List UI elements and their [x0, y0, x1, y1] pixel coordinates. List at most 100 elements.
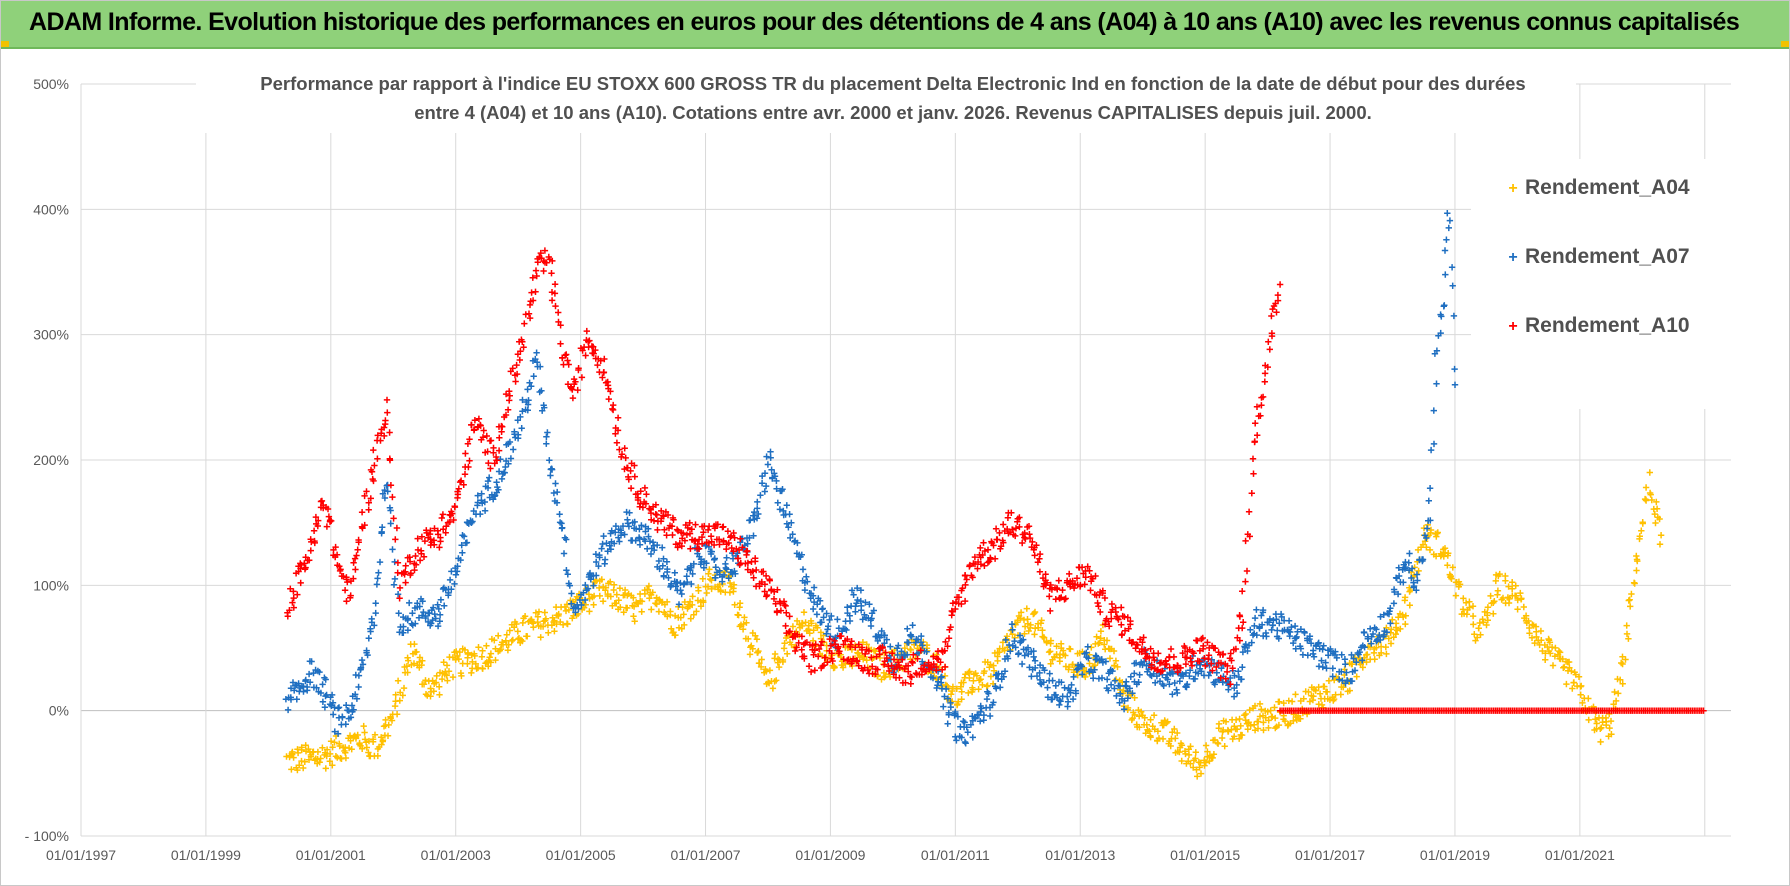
- data-point-rendement-a04: [1136, 724, 1143, 731]
- data-point-rendement-a07: [660, 555, 667, 562]
- data-point-rendement-a04: [1402, 620, 1409, 628]
- data-point-rendement-a07: [940, 703, 947, 710]
- data-point-rendement-a07: [1433, 347, 1441, 354]
- data-point-rendement-a07: [582, 581, 589, 589]
- data-point-rendement-a07: [858, 602, 865, 610]
- data-point-rendement-a10: [1000, 539, 1007, 546]
- data-point-rendement-a04: [1592, 716, 1599, 723]
- data-point-rendement-a04: [741, 614, 748, 621]
- data-point-rendement-a04: [1575, 673, 1583, 680]
- data-point-rendement-a10: [605, 395, 612, 403]
- data-point-rendement-a07: [1291, 622, 1299, 630]
- data-point-rendement-a10: [1151, 656, 1158, 664]
- data-point-rendement-a10: [601, 355, 608, 363]
- data-point-rendement-a07: [626, 509, 633, 516]
- data-point-rendement-a07: [768, 466, 775, 473]
- data-point-rendement-a07: [593, 572, 600, 579]
- data-point-rendement-a04: [678, 625, 685, 632]
- data-point-rendement-a07: [543, 433, 550, 440]
- data-point-rendement-a04: [1483, 621, 1490, 629]
- data-point-rendement-a10: [1140, 634, 1147, 641]
- data-point-rendement-a07: [683, 573, 690, 580]
- data-point-rendement-a10: [301, 560, 308, 567]
- data-point-rendement-a10: [962, 581, 969, 589]
- data-point-rendement-a07: [412, 620, 419, 627]
- data-point-rendement-a04: [422, 677, 429, 684]
- data-point-rendement-a07: [1333, 654, 1340, 662]
- data-point-rendement-a07: [457, 556, 464, 564]
- data-point-rendement-a04: [1017, 609, 1025, 616]
- data-point-rendement-a07: [905, 639, 912, 646]
- data-point-rendement-a10: [465, 463, 472, 471]
- data-point-rendement-a07: [556, 511, 563, 518]
- grid-layer: [80, 83, 1731, 837]
- data-point-rendement-a04: [323, 752, 330, 760]
- data-point-rendement-a10: [1094, 599, 1101, 607]
- data-point-rendement-a10: [464, 440, 472, 447]
- data-point-rendement-a07: [1000, 673, 1007, 680]
- data-point-rendement-a07: [1405, 559, 1412, 566]
- data-point-rendement-a10: [908, 673, 915, 681]
- data-point-rendement-a07: [774, 499, 781, 506]
- data-point-rendement-a04: [1101, 641, 1108, 648]
- data-point-rendement-a10: [905, 668, 912, 675]
- data-point-rendement-a04: [413, 648, 420, 656]
- data-point-rendement-a10: [910, 651, 917, 658]
- data-point-rendement-a10: [1042, 571, 1049, 578]
- data-point-rendement-a10: [377, 437, 384, 444]
- data-point-rendement-a04: [1221, 743, 1228, 750]
- data-point-rendement-a10: [634, 496, 642, 504]
- y-tick-label: - 100%: [25, 828, 69, 844]
- data-point-rendement-a04: [564, 620, 571, 628]
- data-point-rendement-a10: [958, 600, 965, 608]
- data-point-rendement-a07: [754, 505, 761, 512]
- data-point-rendement-a07: [1173, 686, 1180, 693]
- data-point-rendement-a04: [958, 688, 965, 695]
- data-point-rendement-a10: [720, 537, 727, 544]
- data-point-rendement-a10: [654, 526, 661, 534]
- data-point-rendement-a04: [404, 669, 411, 676]
- data-point-rendement-a10: [618, 451, 626, 458]
- data-point-rendement-a10: [368, 468, 376, 475]
- data-point-rendement-a07: [502, 463, 509, 471]
- data-point-rendement-a10: [382, 417, 389, 424]
- data-point-rendement-a07: [1319, 663, 1326, 671]
- data-point-rendement-a04: [1657, 532, 1665, 539]
- data-point-rendement-a04: [555, 612, 562, 620]
- data-point-rendement-a10: [1269, 305, 1276, 313]
- data-point-rendement-a07: [1182, 669, 1190, 677]
- data-point-rendement-a04: [479, 647, 486, 654]
- data-point-rendement-a04: [298, 746, 305, 754]
- data-point-rendement-a04: [1244, 726, 1251, 733]
- data-point-rendement-a07: [1360, 628, 1368, 636]
- data-point-rendement-a04: [1241, 712, 1248, 719]
- data-point-rendement-a07: [419, 598, 426, 605]
- data-point-rendement-a07: [469, 518, 476, 525]
- data-point-rendement-a10: [941, 663, 949, 671]
- data-point-rendement-a07: [688, 580, 695, 588]
- data-point-rendement-a04: [1623, 622, 1630, 629]
- data-point-rendement-a07: [621, 531, 628, 538]
- data-point-rendement-a04: [455, 655, 462, 663]
- data-point-rendement-a10: [831, 637, 838, 645]
- data-point-rendement-a04: [1194, 773, 1201, 780]
- data-point-rendement-a10: [1036, 568, 1044, 575]
- data-point-rendement-a04: [773, 677, 780, 684]
- data-point-rendement-a04: [1617, 676, 1624, 683]
- data-point-rendement-a04: [1387, 640, 1395, 647]
- data-point-rendement-a10: [752, 558, 759, 565]
- data-point-rendement-a10: [996, 529, 1003, 537]
- data-point-rendement-a04: [1512, 582, 1519, 589]
- data-point-rendement-a10: [695, 545, 703, 552]
- data-point-rendement-a04: [1487, 592, 1494, 600]
- data-point-rendement-a04: [327, 738, 335, 745]
- data-point-rendement-a10: [1055, 577, 1062, 584]
- data-point-rendement-a04: [1023, 605, 1030, 612]
- data-point-rendement-a07: [663, 558, 671, 565]
- data-point-rendement-a04: [708, 577, 715, 584]
- data-point-rendement-a04: [514, 628, 521, 635]
- data-point-rendement-a07: [507, 455, 515, 462]
- data-point-rendement-a10: [412, 552, 419, 560]
- data-point-rendement-a10: [565, 361, 572, 368]
- data-point-rendement-a07: [636, 526, 643, 533]
